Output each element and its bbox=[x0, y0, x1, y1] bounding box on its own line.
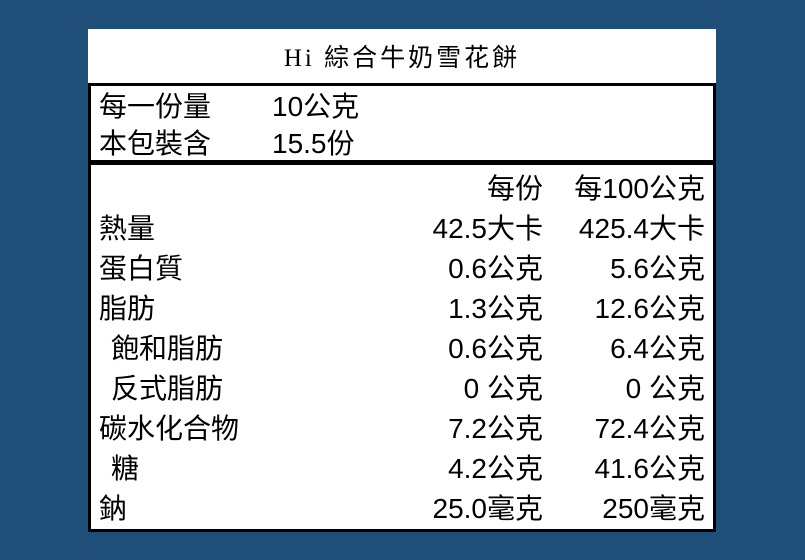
per-serving-value: 4.2公克 bbox=[448, 453, 543, 484]
serving-size-value: 10公克 bbox=[272, 91, 360, 122]
per-100g-header: 每100公克 bbox=[574, 173, 705, 204]
nutrition-label-card: Hi 綜合牛奶雪花餅 每一份量 10公克 本包裝含 15.5份 每份 每100公… bbox=[88, 29, 716, 532]
per-100g-value: 0 公克 bbox=[625, 373, 705, 404]
per-serving-value: 7.2公克 bbox=[448, 413, 543, 444]
per-100g-value: 12.6公克 bbox=[594, 293, 706, 324]
per-serving-value: 1.3公克 bbox=[448, 293, 543, 324]
serving-size-label: 每一份量 bbox=[99, 91, 212, 122]
table-row-carbohydrate: 碳水化合物 7.2公克 72.4公克 bbox=[99, 407, 705, 447]
nutrient-label: 鈉 bbox=[99, 493, 128, 524]
nutrient-label: 脂肪 bbox=[99, 293, 156, 324]
per-100g-value: 425.4大卡 bbox=[578, 213, 705, 244]
per-serving-value: 42.5大卡 bbox=[432, 213, 544, 244]
table-row-trans-fat: 反式脂肪 0 公克 0 公克 bbox=[99, 367, 705, 407]
per-serving-value: 0.6公克 bbox=[448, 253, 543, 284]
nutrient-label: 飽和脂肪 bbox=[111, 333, 224, 364]
table-row-fat: 脂肪 1.3公克 12.6公克 bbox=[99, 287, 705, 327]
per-serving-value: 25.0毫克 bbox=[432, 493, 544, 524]
table-header-row: 每份 每100公克 bbox=[99, 167, 705, 207]
table-row-calories: 熱量 42.5大卡 425.4大卡 bbox=[99, 207, 705, 247]
nutrient-label: 蛋白質 bbox=[99, 253, 184, 284]
per-serving-value: 0.6公克 bbox=[448, 333, 543, 364]
servings-per-package-label: 本包裝含 bbox=[99, 128, 212, 159]
per-100g-value: 6.4公克 bbox=[610, 333, 705, 364]
product-title: Hi 綜合牛奶雪花餅 bbox=[283, 45, 521, 72]
per-100g-value: 5.6公克 bbox=[610, 253, 705, 284]
nutrient-label: 糖 bbox=[111, 453, 140, 484]
nutrient-label: 熱量 bbox=[99, 213, 156, 244]
table-row-sugar: 糖 4.2公克 41.6公克 bbox=[99, 447, 705, 487]
table-row-saturated-fat: 飽和脂肪 0.6公克 6.4公克 bbox=[99, 327, 705, 367]
per-serving-value: 0 公克 bbox=[463, 373, 543, 404]
per-100g-value: 250毫克 bbox=[602, 493, 705, 524]
serving-size-row: 每一份量 10公克 bbox=[99, 87, 705, 124]
per-100g-value: 72.4公克 bbox=[594, 413, 706, 444]
servings-per-package-row: 本包裝含 15.5份 bbox=[99, 124, 705, 161]
servings-per-package-value: 15.5份 bbox=[272, 128, 355, 159]
serving-info-box: 每一份量 10公克 本包裝含 15.5份 bbox=[88, 83, 716, 163]
per-serving-header: 每份 bbox=[486, 173, 543, 204]
table-row-sodium: 鈉 25.0毫克 250毫克 bbox=[99, 487, 705, 527]
per-100g-value: 41.6公克 bbox=[594, 453, 706, 484]
nutrient-label: 碳水化合物 bbox=[99, 413, 240, 444]
table-row-protein: 蛋白質 0.6公克 5.6公克 bbox=[99, 247, 705, 287]
nutrition-table: 每份 每100公克 熱量 42.5大卡 425.4大卡 蛋白質 0.6公克 5.… bbox=[88, 162, 716, 532]
nutrient-label: 反式脂肪 bbox=[111, 373, 224, 404]
